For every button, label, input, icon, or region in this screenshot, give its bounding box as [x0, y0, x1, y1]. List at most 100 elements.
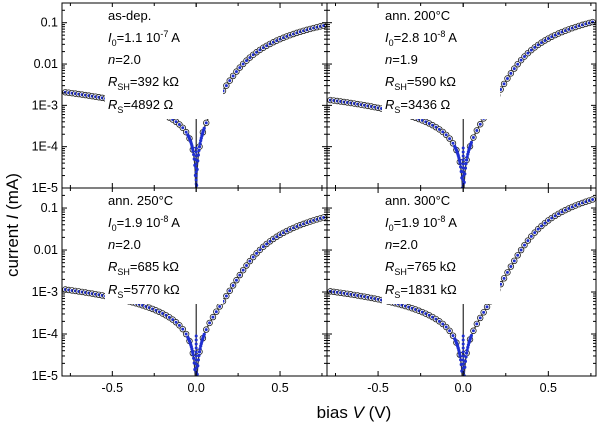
annotation-i0: I0=1.9 10-8 A: [385, 214, 457, 233]
data-point-measured: [258, 248, 262, 252]
data-point-measured: [509, 71, 513, 75]
data-point-measured: [457, 156, 461, 160]
data-point-measured: [502, 82, 506, 86]
x-tick-label: -0.5: [367, 381, 389, 395]
y-tick-label: 0.1: [41, 16, 58, 30]
x-axis-label-prefix: bias: [317, 403, 353, 422]
panels-group: 1E-51E-41E-30.010.1 as-dep.I0=1.1 10-7 An…: [32, 2, 597, 395]
data-point-measured: [461, 166, 465, 170]
data-point-measured: [192, 152, 196, 157]
data-point-measured: [457, 158, 462, 162]
data-point-measured: [238, 273, 242, 277]
data-point-measured: [461, 154, 465, 158]
annotation-rsh: RSH=765 kΩ: [385, 259, 456, 277]
rsh-value: =765 kΩ: [407, 259, 456, 274]
data-point-measured: [461, 338, 465, 342]
data-point-measured: [196, 358, 200, 362]
y-tick-label: 1E-3: [32, 285, 58, 299]
annotation-title: ann. 300°C: [385, 193, 450, 208]
x-tick-label: 0.5: [540, 381, 557, 395]
data-point-measured: [461, 150, 465, 154]
data-point-measured: [444, 325, 448, 329]
data-point-measured: [591, 197, 595, 201]
data-point-measured: [461, 146, 465, 150]
data-point-measured: [461, 342, 465, 346]
data-point-measured: [478, 122, 482, 126]
data-point-measured: [234, 70, 238, 74]
data-point-measured: [194, 354, 198, 358]
panel-frame: [326, 187, 597, 377]
data-point-measured: [190, 347, 194, 351]
rsh-symbol: R: [108, 259, 117, 274]
data-point-measured: [461, 170, 465, 174]
data-point-measured: [224, 84, 228, 88]
data-point-measured: [526, 239, 530, 243]
rs-symbol: R: [108, 282, 117, 297]
data-point-measured: [208, 321, 212, 325]
i0-subscript: 0: [389, 223, 394, 233]
n-symbol: n: [385, 52, 392, 67]
annotation-rs: RS=5770 kΩ: [108, 282, 180, 300]
data-point-measured: [461, 334, 465, 338]
data-point-measured: [194, 178, 198, 182]
i0-unit: A: [445, 215, 457, 230]
data-point-measured: [471, 136, 475, 140]
data-point-measured: [505, 77, 509, 80]
data-point-measured: [190, 349, 195, 354]
data-point-measured: [255, 251, 259, 255]
y-tick-label: 0.01: [34, 57, 58, 71]
data-point-measured: [464, 162, 468, 166]
rsh-value: =685 kΩ: [130, 259, 179, 274]
annotation-n: n=2.0: [108, 52, 141, 67]
i0-exponent: -8: [437, 214, 445, 224]
i0-symbol: I: [385, 30, 389, 45]
data-point-measured: [540, 224, 544, 228]
data-point-measured: [198, 347, 202, 351]
data-point-measured: [184, 130, 188, 134]
data-point-measured: [190, 144, 194, 148]
data-point-measured: [174, 120, 178, 124]
data-point-measured: [529, 48, 533, 52]
data-point-measured: [194, 150, 198, 154]
data-point-measured: [526, 51, 530, 55]
data-point-measured: [248, 56, 252, 60]
x-axis-label-suffix: (V): [364, 403, 391, 422]
measured-series: [62, 214, 327, 376]
data-point-measured: [465, 348, 469, 352]
data-point-measured: [194, 362, 198, 366]
y-tick-label: 1E-4: [32, 327, 58, 341]
data-point-measured: [228, 79, 232, 83]
data-point-measured: [516, 253, 520, 257]
data-point-measured: [218, 304, 222, 308]
data-point-measured: [533, 231, 537, 235]
data-point-measured: [194, 358, 198, 362]
data-point-measured: [461, 366, 465, 370]
data-point-measured: [194, 342, 198, 346]
data-point-measured: [248, 259, 252, 263]
annotation-n: n=1.9: [385, 52, 418, 67]
data-point-measured: [441, 322, 445, 326]
data-point-measured: [461, 346, 465, 350]
i0-exponent: -7: [160, 29, 168, 39]
x-tick-label: -0.5: [102, 381, 124, 395]
annotation-i0: I0=1.9 10-8 A: [108, 214, 180, 233]
data-point-measured: [261, 245, 265, 249]
data-point-measured: [190, 146, 195, 150]
annotation-rs: RS=1831 kΩ: [385, 282, 457, 300]
rsh-symbol: R: [108, 74, 117, 89]
i0-value: =1.1 10: [117, 30, 161, 45]
data-point-measured: [322, 215, 326, 219]
data-point-measured: [502, 276, 506, 280]
data-point-measured: [231, 283, 235, 287]
data-point-measured: [197, 148, 201, 152]
data-point-measured: [475, 322, 479, 326]
rs-subscript: S: [394, 105, 400, 115]
y-tick-label: 1E-5: [32, 369, 58, 383]
data-point-measured: [461, 174, 465, 178]
data-point-measured: [251, 255, 255, 259]
x-tick-label: 0.0: [455, 381, 472, 395]
